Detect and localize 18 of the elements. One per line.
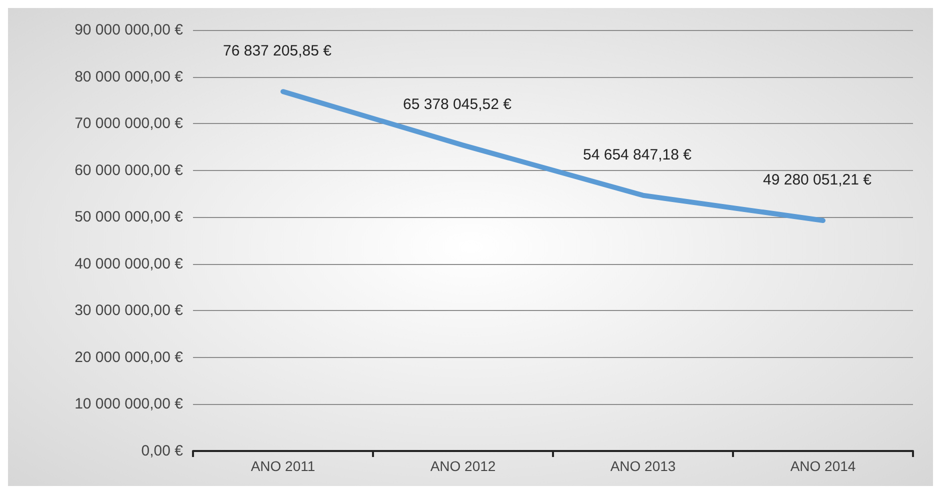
data-label: 65 378 045,52 €: [403, 96, 512, 114]
y-tick-label: 20 000 000,00 €: [74, 348, 184, 366]
x-tick-label: ANO 2012: [430, 458, 496, 474]
x-tick-label: ANO 2014: [790, 458, 856, 474]
data-label: 49 280 051,21 €: [763, 171, 872, 188]
x-tick-label: ANO 2011: [250, 458, 316, 474]
y-tick-label: 80 000 000,00 €: [74, 68, 184, 86]
y-tick-label: 50 000 000,00 €: [74, 208, 184, 226]
x-tick-label: ANO 2013: [610, 458, 676, 474]
data-label: 54 654 847,18 €: [583, 146, 692, 164]
data-label: 76 837 205,85 €: [223, 42, 332, 60]
y-tick-label: 60 000 000,00 €: [74, 162, 184, 179]
y-tick-label: 30 000 000,00 €: [74, 302, 184, 320]
y-tick-label: 90 000 000,00 €: [74, 22, 184, 38]
y-tick-label: 70 000 000,00 €: [74, 115, 184, 132]
y-tick-label: 40 000 000,00 €: [74, 255, 184, 272]
y-tick-label: 10 000 000,00 €: [74, 396, 184, 413]
y-tick-label: 0,00 €: [141, 442, 184, 460]
